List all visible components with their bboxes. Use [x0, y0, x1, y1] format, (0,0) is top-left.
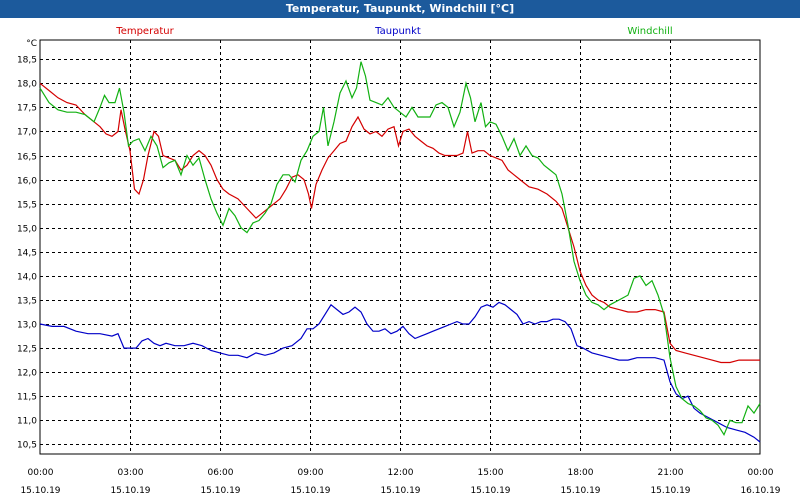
y-tick-label: 18,5 — [17, 56, 37, 66]
series-line-windchill — [39, 61, 761, 437]
y-tick-label: 14,5 — [17, 249, 37, 259]
x-tick-time: 00:00 — [28, 468, 54, 478]
y-tick-label: 12,0 — [17, 369, 37, 379]
y-tick-label: 11,0 — [17, 417, 37, 427]
legend-entry-taupunkt: Taupunkt — [374, 26, 421, 37]
y-tick-label: 17,0 — [17, 128, 37, 138]
x-tick-date: 15.10.19 — [380, 486, 420, 496]
y-tick-label: 11,5 — [17, 393, 37, 403]
x-tick-time: 21:00 — [658, 468, 684, 478]
y-tick-label: 18,0 — [17, 80, 37, 90]
x-tick-time: 00:00 — [748, 468, 774, 478]
y-tick-label: 10,5 — [17, 441, 37, 451]
series-line-temperatur — [39, 82, 760, 364]
x-tick-date: 15.10.19 — [560, 486, 600, 496]
legend-entry-windchill: Windchill — [627, 26, 672, 37]
legend-entry-temperatur: Temperatur — [115, 26, 174, 37]
x-tick-date: 15.10.19 — [290, 486, 330, 496]
x-tick-time: 09:00 — [298, 468, 324, 478]
window-title: Temperatur, Taupunkt, Windchill [°C] — [0, 0, 800, 18]
x-tick-date: 16.10.19 — [740, 486, 780, 496]
y-tick-label: 16,5 — [17, 153, 37, 163]
x-tick-date: 15.10.19 — [650, 486, 690, 496]
y-axis-unit: °C — [26, 39, 37, 49]
x-tick-time: 12:00 — [388, 468, 414, 478]
x-tick-date: 15.10.19 — [470, 486, 510, 496]
y-tick-label: 16,0 — [17, 177, 37, 187]
x-tick-date: 15.10.19 — [110, 486, 150, 496]
y-tick-label: 15,0 — [17, 225, 37, 235]
x-tick-time: 06:00 — [208, 468, 234, 478]
x-tick-time: 15:00 — [478, 468, 504, 478]
y-tick-label: 13,0 — [17, 321, 37, 331]
y-tick-label: 13,5 — [17, 297, 37, 307]
x-tick-date: 15.10.19 — [20, 486, 60, 496]
y-tick-label: 14,0 — [17, 273, 37, 283]
x-tick-time: 18:00 — [568, 468, 594, 478]
y-tick-label: 12,5 — [17, 345, 37, 355]
series-line-taupunkt — [39, 301, 761, 443]
x-tick-time: 03:00 — [118, 468, 144, 478]
x-tick-date: 15.10.19 — [200, 486, 240, 496]
y-tick-label: 15,5 — [17, 201, 37, 211]
y-tick-label: 17,5 — [17, 104, 37, 114]
